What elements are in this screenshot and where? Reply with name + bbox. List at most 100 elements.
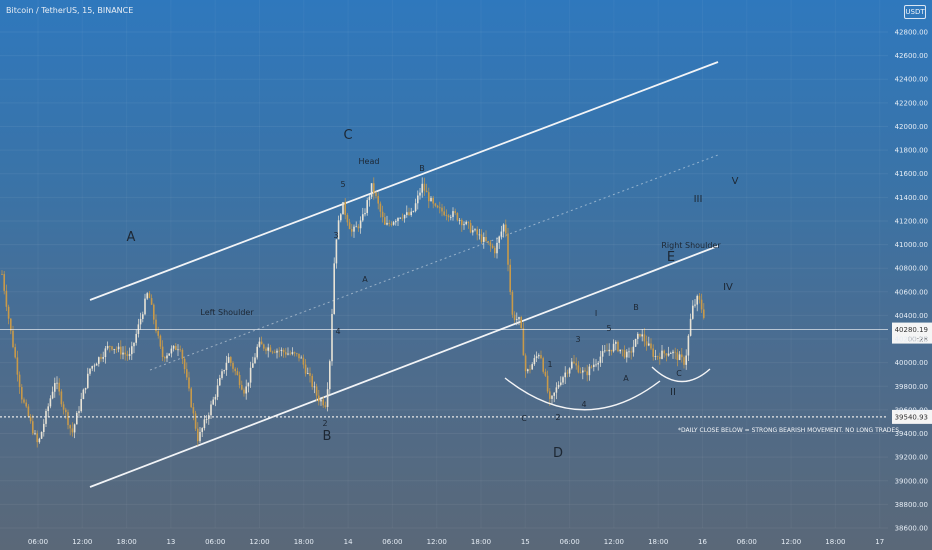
candle-body xyxy=(689,318,692,336)
candle-body xyxy=(542,358,544,372)
pattern-label: Head xyxy=(359,157,380,166)
wave-label: A xyxy=(362,275,368,284)
candle-body xyxy=(95,363,98,366)
candle-body xyxy=(67,412,69,426)
candle-body xyxy=(364,213,366,215)
candle-body xyxy=(135,333,137,343)
candle-body xyxy=(617,341,619,352)
candle-body xyxy=(133,342,135,347)
candle-body xyxy=(241,385,243,390)
candle-body xyxy=(318,395,320,402)
candle-body xyxy=(260,341,263,345)
candle-body xyxy=(491,245,494,248)
cup-arc-d xyxy=(504,377,661,411)
candle-body xyxy=(417,195,419,204)
candle-body xyxy=(331,314,333,362)
candle-body xyxy=(256,346,258,358)
candle-body xyxy=(155,319,157,332)
candle-body xyxy=(518,317,520,320)
candle-body xyxy=(102,357,104,359)
candle-body xyxy=(425,190,428,193)
candle-body xyxy=(513,314,516,321)
candle-body xyxy=(516,319,518,321)
candle-body xyxy=(454,211,456,214)
candle-body xyxy=(7,306,10,319)
candle-body xyxy=(65,409,67,413)
candle-body xyxy=(205,419,208,420)
candle-body xyxy=(161,346,164,358)
wave-label: C xyxy=(521,414,527,423)
x-tick-label: 12:00 xyxy=(72,538,92,546)
candle-body xyxy=(120,346,122,355)
candle-body xyxy=(421,183,423,193)
candle-body xyxy=(126,354,129,356)
candle-body xyxy=(441,207,443,212)
candle-body xyxy=(551,395,553,399)
wave-label: 1 xyxy=(547,360,552,369)
candle-body xyxy=(467,221,470,224)
candle-body xyxy=(40,431,43,439)
candle-body xyxy=(285,352,287,355)
candle-body xyxy=(590,366,593,368)
candle-body xyxy=(353,226,355,232)
candle-body xyxy=(670,353,672,354)
candle-body xyxy=(683,357,685,365)
channel-lines xyxy=(89,61,719,488)
candle-body xyxy=(562,377,564,383)
candle-body xyxy=(76,412,78,425)
candle-body xyxy=(406,212,408,215)
y-tick-label: 41200.00 xyxy=(895,217,928,225)
y-tick-label: 41600.00 xyxy=(895,170,928,178)
candle-body xyxy=(47,406,49,412)
candle-body xyxy=(615,341,617,344)
candle-body xyxy=(177,349,179,351)
candle-body xyxy=(377,196,379,204)
candle-body xyxy=(463,224,465,226)
x-tick-label: 06:00 xyxy=(560,538,580,546)
price-axis: 42800.00 42600.00 42400.00 42200.00 42000.00… xyxy=(895,29,928,533)
candle-body xyxy=(494,247,496,254)
candle-body xyxy=(84,387,87,390)
wave-label: C xyxy=(676,369,682,378)
candle-body xyxy=(166,355,168,359)
wave-label: 5 xyxy=(606,324,611,333)
candle-body xyxy=(78,411,80,413)
candle-body xyxy=(263,344,265,349)
wave-label: 5 xyxy=(340,180,345,189)
candle-body xyxy=(546,375,549,392)
candle-body xyxy=(637,333,639,339)
y-tick-label: 40800.00 xyxy=(895,265,928,273)
candle-body xyxy=(392,222,395,225)
price-levels: 40280.19 00:28 39540.93 *DAILY CLOSE BELOW … xyxy=(0,322,932,434)
candle-body xyxy=(337,220,340,240)
lower-channel-line xyxy=(89,245,719,488)
candle-body xyxy=(179,349,181,351)
candle-body xyxy=(87,373,89,388)
candle-body xyxy=(621,349,624,351)
candle-body xyxy=(340,214,342,221)
y-tick-label: 38600.00 xyxy=(895,525,928,533)
currency-badge[interactable]: USDT xyxy=(904,5,926,19)
candle-body xyxy=(326,389,329,407)
candle-body xyxy=(557,384,560,388)
candle-body xyxy=(43,423,45,432)
candle-body xyxy=(661,350,663,359)
candle-body xyxy=(469,223,472,233)
candle-body xyxy=(612,343,615,352)
candle-body xyxy=(104,348,107,358)
x-tick-label: 16 xyxy=(698,538,707,546)
candle-body xyxy=(302,357,305,365)
candle-body xyxy=(203,419,206,429)
candle-body xyxy=(335,239,338,264)
x-tick-label: 15 xyxy=(521,538,530,546)
candle-body xyxy=(626,351,628,358)
candle-body xyxy=(384,217,386,225)
candle-body xyxy=(348,222,351,230)
candle-body xyxy=(582,370,584,373)
wave-label: I xyxy=(595,309,597,318)
candle-body xyxy=(368,196,371,201)
candle-body xyxy=(289,353,291,355)
candle-body xyxy=(214,396,217,400)
